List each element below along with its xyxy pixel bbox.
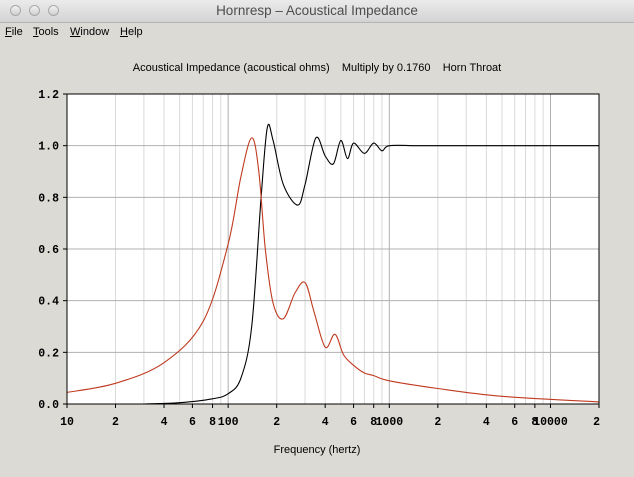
x-tick-label: 8 (209, 416, 216, 429)
menu-tools-mnemonic: T (33, 26, 39, 38)
x-tick-label: 6 (350, 416, 357, 429)
x-tick-label: 2 (593, 416, 600, 429)
x-tick-label: 6 (511, 416, 518, 429)
menu-file[interactable]: File (5, 26, 23, 38)
close-icon[interactable] (10, 5, 21, 16)
menu-tools-label: ools (38, 26, 59, 38)
x-tick-label: 8 (370, 416, 377, 429)
y-tick-label: 1.0 (38, 141, 59, 154)
menu-help-mnemonic: H (120, 26, 128, 38)
x-tick-label: 2 (112, 416, 119, 429)
x-tick-label: 1000 (376, 416, 404, 429)
y-tick-label: 1.2 (38, 89, 59, 102)
menu-help[interactable]: Help (120, 26, 143, 38)
window-title: Hornresp – Acoustical Impedance (216, 3, 418, 18)
menu-file-label: ile (11, 26, 23, 38)
chart-title: Acoustical Impedance (acoustical ohms) M… (132, 62, 502, 74)
x-tick-label: 100 (218, 416, 239, 429)
y-tick-label: 0.2 (38, 347, 59, 360)
x-tick-label: 4 (322, 416, 329, 429)
y-tick-label: 0.0 (38, 399, 59, 412)
minimize-icon[interactable] (29, 5, 40, 16)
y-tick-label: 0.8 (38, 192, 59, 205)
series-line-1 (143, 123, 599, 405)
y-axis: 0.0 0.2 0.4 0.6 0.8 1.0 1.2 (38, 89, 67, 412)
series-layer (66, 123, 600, 405)
menu-tools[interactable]: Tools (33, 26, 59, 38)
x-tick-label: 4 (161, 416, 168, 429)
x-tick-label: 10000 (533, 416, 568, 429)
x-tick-label: 2 (434, 416, 441, 429)
zoom-icon[interactable] (48, 5, 59, 16)
menu-window-mnemonic: W (70, 26, 81, 38)
menu-bar: File Tools Window Help (0, 23, 634, 43)
y-tick-label: 0.6 (38, 244, 59, 257)
x-tick-label: 4 (483, 416, 490, 429)
series-line-2 (66, 137, 600, 403)
menu-help-label: elp (127, 26, 143, 38)
x-tick-label: 8 (531, 416, 538, 429)
x-tick-label: 10 (60, 416, 74, 429)
menu-window-label: indow (80, 26, 110, 38)
y-tick-label: 0.4 (38, 296, 59, 309)
title-bar: Hornresp – Acoustical Impedance (0, 0, 634, 23)
menu-window[interactable]: Window (70, 26, 109, 38)
x-tick-label: 6 (189, 416, 196, 429)
x-axis-label: Frequency (hertz) (273, 444, 361, 456)
x-tick-label: 2 (273, 416, 280, 429)
menu-file-mnemonic: F (5, 26, 12, 38)
